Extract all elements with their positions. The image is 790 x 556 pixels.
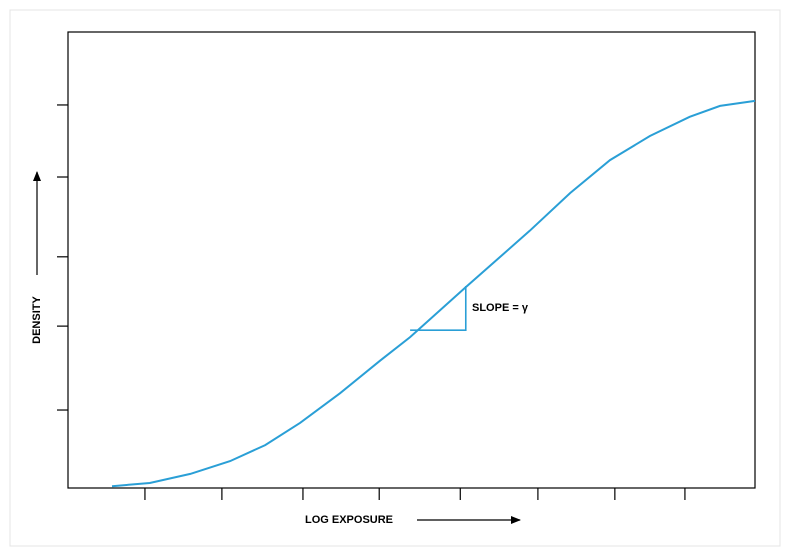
curve	[111, 99, 756, 488]
page-border	[9, 9, 781, 547]
slope-triangle	[410, 285, 467, 332]
annotation: SLOPE = γ	[472, 302, 529, 314]
y-axis-label: DENSITY	[31, 296, 43, 344]
plot-frame	[67, 31, 756, 489]
x-axis-label: LOG EXPOSURE	[305, 514, 393, 526]
